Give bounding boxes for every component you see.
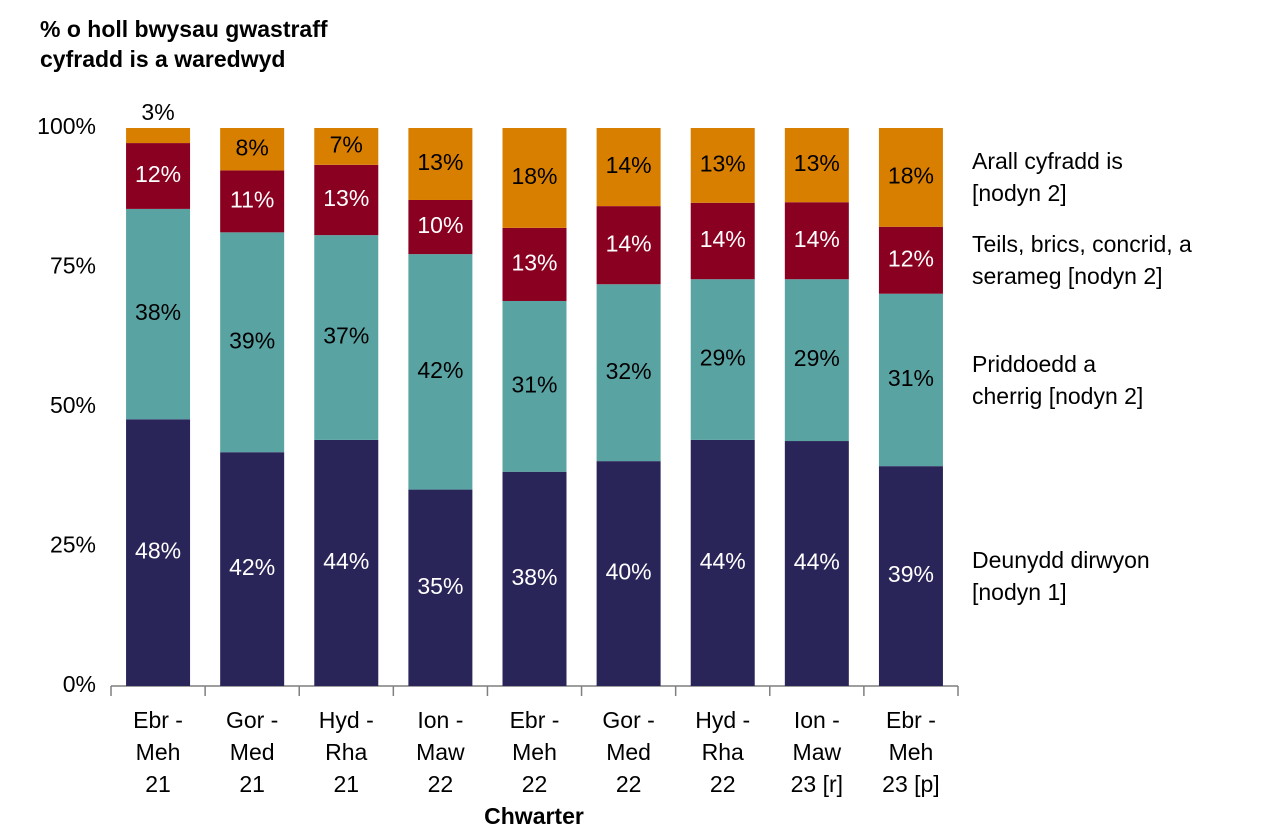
bar-segment	[126, 208, 191, 420]
bar-segment	[126, 143, 191, 209]
data-label: 29%	[794, 345, 840, 371]
bar-segment	[502, 227, 567, 301]
bar-segment	[690, 279, 755, 440]
bar-segment	[690, 202, 755, 280]
bar-segment	[878, 128, 943, 227]
chart-title: % o holl bwysau gwastraff cyfradd is a w…	[40, 16, 328, 72]
data-label: 14%	[700, 226, 746, 252]
data-label: 18%	[888, 162, 934, 188]
y-tick-label: 100%	[37, 113, 96, 139]
legend-label: Arall cyfradd is [nodyn 2]	[972, 148, 1123, 207]
bar-segment	[220, 232, 285, 453]
y-tick-label: 75%	[50, 253, 96, 279]
data-label: 31%	[888, 365, 934, 391]
data-label: 13%	[511, 250, 557, 276]
x-tick-label: Gor - Med 21	[225, 707, 279, 797]
data-label: 32%	[606, 358, 652, 384]
data-label: 14%	[606, 230, 652, 256]
bar-segment	[408, 199, 473, 255]
bar-segment	[784, 202, 849, 280]
bar-segment	[502, 128, 567, 228]
x-tick-label: Gor - Med 22	[602, 707, 655, 797]
bar-segment	[596, 461, 661, 686]
x-axis-title: Chwarter	[484, 803, 584, 829]
legend-label: Deunydd dirwyon [nodyn 1]	[972, 547, 1150, 606]
data-label: 13%	[417, 149, 463, 175]
x-tick-label: Ebr - Meh 22	[509, 707, 560, 797]
data-label: 44%	[794, 549, 840, 575]
y-tick-label: 0%	[63, 671, 96, 697]
bar-segment	[784, 279, 849, 442]
y-tick-label: 25%	[50, 532, 96, 558]
data-label: 12%	[135, 161, 181, 187]
data-label: 42%	[229, 554, 275, 580]
bar-segment	[690, 128, 755, 203]
bar-segment	[596, 128, 661, 207]
data-label: 39%	[229, 327, 275, 353]
data-label: 14%	[606, 152, 652, 178]
bar-segment	[784, 441, 849, 686]
bar-segment	[314, 235, 379, 440]
data-label: 35%	[417, 573, 463, 599]
data-label: 44%	[323, 548, 369, 574]
bar-segment	[784, 128, 849, 203]
bar-segment	[596, 206, 661, 285]
data-label: 8%	[236, 134, 269, 160]
data-label: 11%	[230, 186, 274, 212]
bar-segment	[126, 128, 191, 144]
x-tick-label: Ion - Maw 22	[416, 707, 465, 797]
bar-segment	[690, 439, 755, 686]
bar-segment	[502, 300, 567, 472]
bar-segment	[878, 293, 943, 467]
data-label: 29%	[700, 345, 746, 371]
data-label: 3%	[141, 99, 174, 125]
data-label: 31%	[511, 371, 557, 397]
data-label: 38%	[135, 299, 181, 325]
x-tick-label: Hyd - Rha 22	[695, 707, 751, 797]
data-label: 39%	[888, 561, 934, 587]
data-label: 7%	[330, 131, 363, 157]
x-tick-label: Hyd - Rha 21	[318, 707, 374, 797]
data-label: 13%	[794, 150, 840, 176]
data-label: 38%	[511, 564, 557, 590]
data-label: 40%	[606, 559, 652, 585]
x-tick-label: Ebr - Meh 23 [p]	[882, 707, 940, 797]
bar-segment	[502, 471, 567, 686]
bar-segment	[220, 170, 285, 233]
data-label: 12%	[888, 245, 934, 271]
bar-segment	[220, 452, 285, 686]
x-tick-label: Ebr - Meh 21	[133, 707, 183, 797]
bar-segment	[596, 284, 661, 462]
data-label: 13%	[323, 185, 369, 211]
bar-segment	[878, 226, 943, 294]
data-label: 18%	[511, 163, 557, 189]
data-label: 37%	[323, 323, 369, 349]
bar-segment	[878, 466, 943, 686]
bar-segment	[408, 128, 473, 200]
y-tick-label: 50%	[50, 392, 96, 418]
legend-label: Teils, brics, concrid, a serameg [nodyn …	[972, 231, 1192, 290]
bar-segment	[408, 489, 473, 686]
data-label: 14%	[794, 226, 840, 252]
bar-segment	[314, 128, 379, 165]
bar-segment	[314, 164, 379, 236]
data-label: 13%	[700, 150, 746, 176]
x-tick-label: Ion - Maw 23 [r]	[790, 707, 844, 797]
bar-segment	[408, 254, 473, 490]
data-label: 10%	[417, 212, 463, 238]
legend-label: Priddoedd a cherrig [nodyn 2]	[972, 350, 1144, 409]
data-label: 42%	[417, 357, 463, 383]
bar-segment	[314, 439, 379, 686]
bar-segment	[126, 419, 191, 686]
data-label: 48%	[135, 538, 181, 564]
bar-segment	[220, 128, 285, 171]
data-label: 44%	[700, 548, 746, 574]
